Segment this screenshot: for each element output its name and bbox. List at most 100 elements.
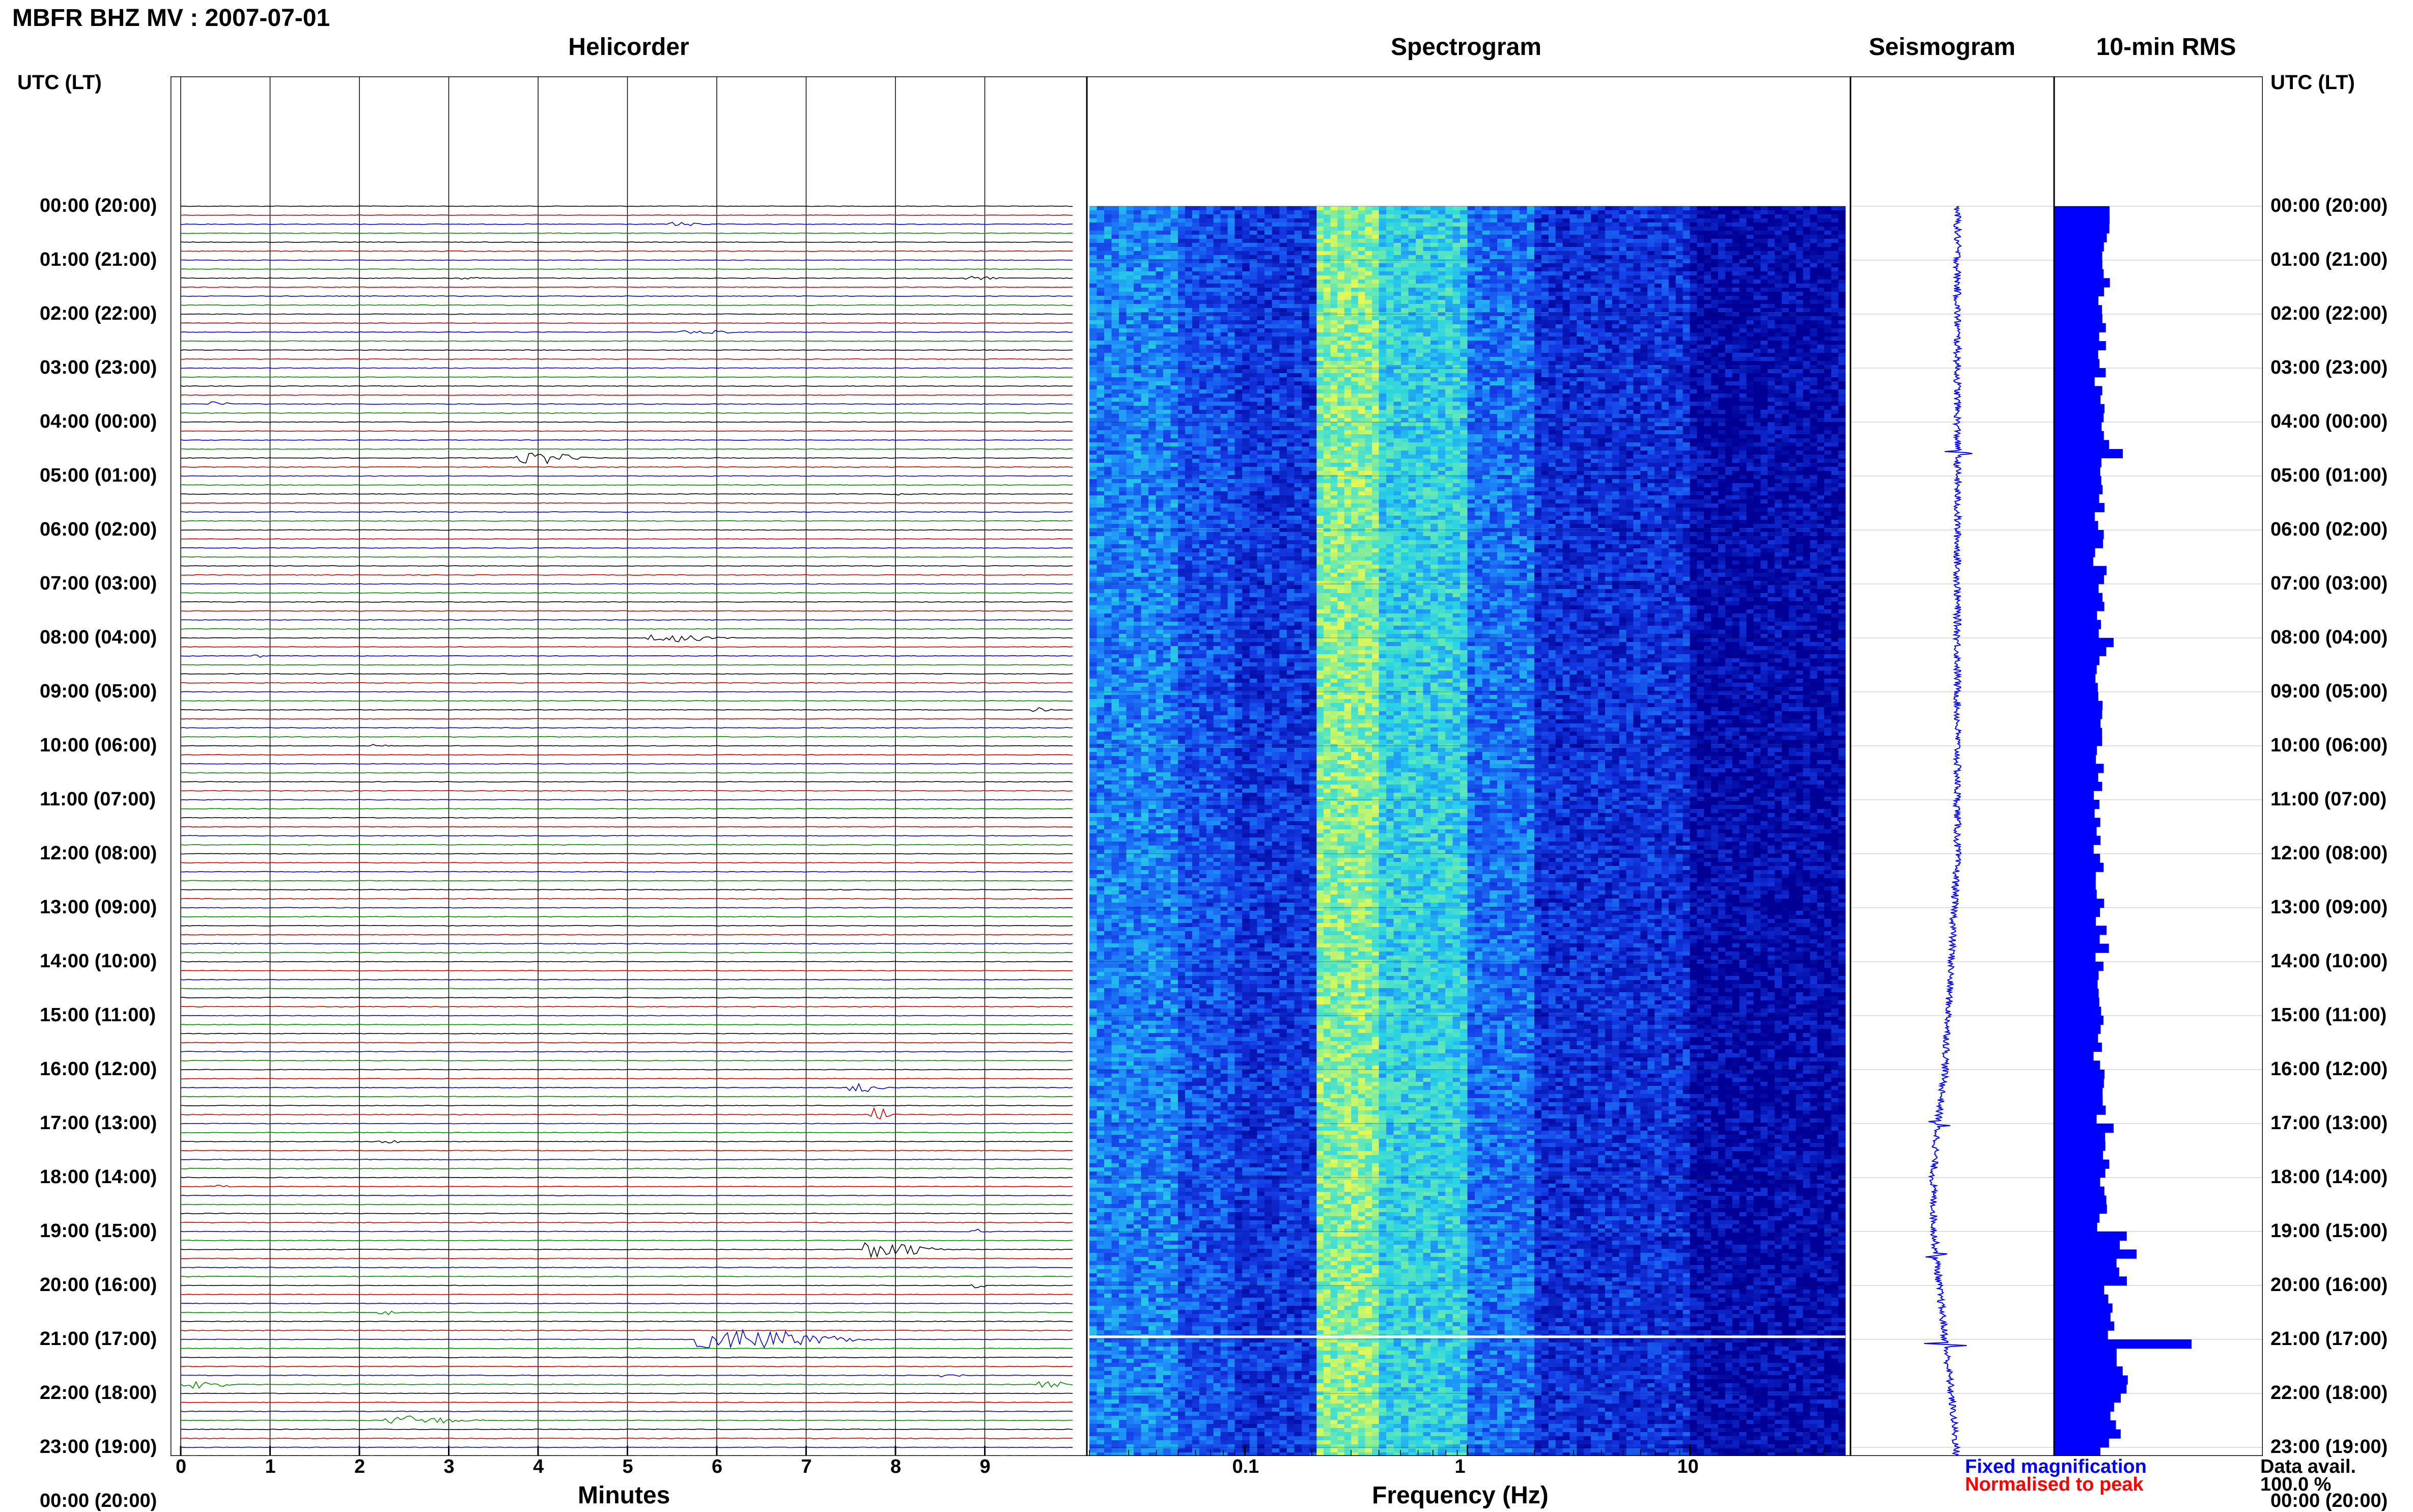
- spectrogram-cell: [1789, 361, 1796, 366]
- spectrogram-cell: [1697, 259, 1704, 264]
- spectrogram-cell: [1725, 235, 1732, 239]
- spectrogram-cell: [1654, 251, 1662, 256]
- spectrogram-cell: [1324, 259, 1331, 264]
- spectrogram-cell: [1192, 316, 1199, 321]
- helicorder-trace: [181, 610, 1073, 611]
- spectrogram-cell: [1482, 267, 1490, 272]
- spectrogram-cell: [1468, 361, 1475, 366]
- spectrogram-cell: [1337, 251, 1344, 256]
- utc-label-left: 00:00 (20:00): [40, 195, 157, 217]
- spectrogram-cell: [1512, 284, 1520, 288]
- spectrogram-cell: [1119, 385, 1127, 390]
- helicorder-trace: [181, 1276, 1073, 1277]
- spectrogram-cell: [1732, 239, 1739, 243]
- spectrogram-cell: [1185, 345, 1192, 349]
- spectrogram-cell: [1221, 328, 1228, 333]
- spectrogram-cell: [1753, 271, 1760, 276]
- spectrogram-cell: [1775, 214, 1782, 219]
- utc-label-left: 05:00 (01:00): [40, 465, 157, 487]
- spectrogram-cell: [1337, 357, 1344, 361]
- spectrogram-cell: [1739, 357, 1747, 361]
- spectrogram-cell: [1817, 332, 1824, 337]
- spectrogram-cell: [1753, 275, 1760, 280]
- spectrogram-cell: [1577, 206, 1584, 211]
- spectrogram-cell: [1309, 247, 1317, 251]
- spectrogram-cell: [1460, 349, 1468, 353]
- spectrogram-cell: [1148, 227, 1156, 231]
- spectrogram-cell: [1214, 324, 1221, 329]
- spectrogram-cell: [1272, 210, 1280, 215]
- spectrogram-cell: [1626, 377, 1634, 382]
- spectrogram-cell: [1148, 251, 1156, 256]
- spectrogram-cell: [1214, 353, 1221, 357]
- spectrogram-cell: [1221, 247, 1228, 251]
- spectrogram-cell: [1344, 231, 1352, 235]
- spectrogram-cell: [1584, 288, 1591, 292]
- spectrogram-cell: [1640, 218, 1647, 223]
- helicorder-trace: [181, 529, 1073, 530]
- spectrogram-cell: [1423, 328, 1431, 333]
- spectrogram-cell: [1178, 275, 1185, 280]
- spectrogram-cell: [1206, 373, 1214, 378]
- spectrogram-cell: [1294, 259, 1302, 264]
- spectrogram-cell: [1460, 316, 1468, 321]
- spectrogram-cell: [1104, 227, 1112, 231]
- utc-label-right: 03:00 (23:00): [2270, 357, 2388, 379]
- spectrogram-cell: [1534, 377, 1541, 382]
- spectrogram-cell: [1563, 304, 1570, 309]
- spectrogram-cell: [1541, 251, 1549, 256]
- spectrogram-cell: [1810, 385, 1817, 390]
- spectrogram-cell: [1228, 206, 1235, 211]
- spectrogram-cell: [1372, 332, 1379, 337]
- spectrogram-cell: [1591, 353, 1598, 357]
- spectrogram-cell: [1416, 357, 1423, 361]
- spectrogram-cell: [1265, 214, 1272, 219]
- spectrogram-cell: [1605, 227, 1612, 231]
- spectrogram-cell: [1358, 320, 1365, 325]
- spectrogram-cell: [1468, 385, 1475, 390]
- spectrogram-cell: [1767, 214, 1775, 219]
- spectrogram-cell: [1549, 267, 1556, 272]
- spectrogram-cell: [1228, 361, 1235, 366]
- spectrogram-cell: [1257, 357, 1265, 361]
- spectrogram-cell: [1824, 259, 1831, 264]
- spectrogram-cell: [1775, 251, 1782, 256]
- spectrogram-cell: [1302, 275, 1309, 280]
- spectrogram-cell: [1803, 320, 1810, 325]
- spectrogram-cell: [1386, 320, 1394, 325]
- spectrogram-cell: [1379, 271, 1387, 276]
- spectrogram-cell: [1401, 206, 1409, 211]
- spectrogram-cell: [1302, 271, 1309, 276]
- spectrogram-cell: [1534, 251, 1541, 256]
- spectrogram-cell: [1394, 288, 1401, 292]
- spectrogram-cell: [1654, 337, 1662, 341]
- spectrogram-cell: [1445, 377, 1453, 382]
- spectrogram-cell: [1824, 377, 1831, 382]
- spectrogram-cell: [1344, 218, 1352, 223]
- spectrogram-cell: [1775, 259, 1782, 264]
- spectrogram-cell: [1591, 300, 1598, 304]
- spectrogram-cell: [1626, 279, 1634, 284]
- spectrogram-cell: [1591, 206, 1598, 211]
- spectrogram-cell: [1563, 251, 1570, 256]
- spectrogram-cell: [1475, 210, 1482, 215]
- spectrogram-cell: [1676, 381, 1683, 386]
- spectrogram-cell: [1178, 300, 1185, 304]
- spectrogram-cell: [1619, 279, 1626, 284]
- spectrogram-cell: [1199, 296, 1206, 300]
- spectrogram-cell: [1104, 304, 1112, 309]
- spectrogram-cell: [1365, 377, 1372, 382]
- spectrogram-cell: [1401, 296, 1409, 300]
- spectrogram-cell: [1344, 251, 1352, 256]
- utc-label-right: 10:00 (06:00): [2270, 735, 2388, 757]
- spectrogram-cell: [1358, 308, 1365, 313]
- spectrogram-cell: [1394, 279, 1401, 284]
- spectrogram-cell: [1423, 389, 1431, 394]
- spectrogram-cell: [1372, 328, 1379, 333]
- spectrogram-cell: [1527, 345, 1534, 349]
- spectrogram-cell: [1294, 288, 1302, 292]
- spectrogram-cell: [1549, 308, 1556, 313]
- spectrogram-cell: [1119, 251, 1127, 256]
- spectrogram-cell: [1683, 284, 1690, 288]
- spectrogram-cell: [1591, 337, 1598, 341]
